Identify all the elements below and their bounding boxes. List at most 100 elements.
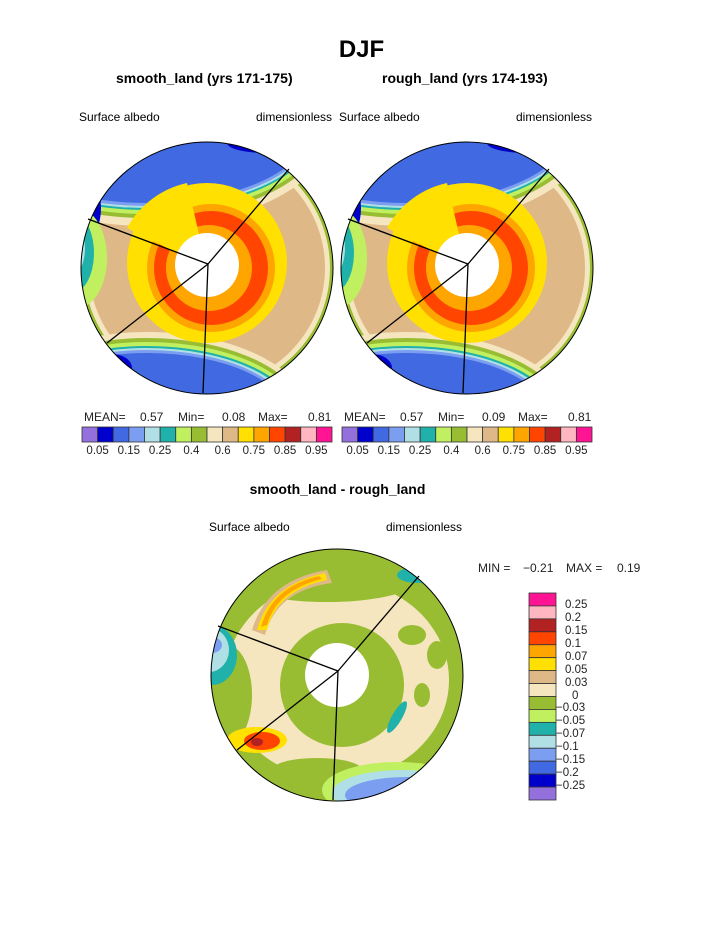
colorbar-tick-label: −0.07 xyxy=(556,728,586,741)
colorbar-tick-label: 0.07 xyxy=(565,650,588,663)
colorbar-swatch xyxy=(206,426,224,443)
colorbar-swatch xyxy=(81,426,99,443)
colorbar-tick-label: 0.2 xyxy=(565,611,581,624)
colorbar-tick-label: 0 xyxy=(572,689,579,702)
colorbar-swatch xyxy=(419,426,437,443)
colorbar-tick-label: 0.4 xyxy=(443,445,460,457)
colorbar-tick-label: −0.25 xyxy=(556,780,586,793)
colorbar-swatch xyxy=(528,657,557,672)
colorbar-tick-label: 0.15 xyxy=(377,445,401,457)
panel-title-smooth-land: smooth_land (yrs 171-175) xyxy=(116,70,293,86)
colorbar-swatch xyxy=(341,426,359,443)
max-label: Max= xyxy=(518,410,548,424)
colorbar-tick-label: 0.05 xyxy=(86,445,109,457)
colorbar-tick-label: 0.75 xyxy=(242,445,266,457)
colorbar-tick-label: −0.1 xyxy=(556,741,579,754)
colorbar-tick-label: 0.15 xyxy=(565,624,588,637)
colorbar-swatch xyxy=(388,426,405,443)
colorbar-swatch xyxy=(128,426,145,443)
colorbar-swatch xyxy=(528,786,557,801)
diff-min-value: −0.21 xyxy=(523,561,554,575)
colorbar-swatch xyxy=(466,426,484,443)
colorbar-difference xyxy=(528,592,557,801)
colorbar-tick-label: 0.6 xyxy=(214,445,231,457)
colorbar-tick-label: −0.05 xyxy=(556,715,586,728)
colorbar-swatch xyxy=(112,426,130,443)
units-label-1: dimensionless xyxy=(256,110,333,124)
colorbar-swatch xyxy=(404,426,421,443)
colorbar-swatch xyxy=(372,426,390,443)
colorbar-swatch xyxy=(144,426,161,443)
colorbar-swatch xyxy=(528,683,557,697)
colorbar-swatch xyxy=(528,592,557,607)
min-label: Min= xyxy=(438,410,465,424)
colorbar-swatch xyxy=(529,426,546,443)
mean-label: MEAN= xyxy=(344,410,386,424)
colorbar-tick-label: 0.95 xyxy=(305,445,328,457)
colorbar-swatch xyxy=(357,426,374,443)
colorbar-swatch xyxy=(435,426,452,443)
colorbar-swatch xyxy=(513,426,530,443)
colorbar-tick-label: 0.1 xyxy=(565,637,581,650)
variable-label-diff: Surface albedo xyxy=(209,520,290,534)
colorbar-tick-label: −0.2 xyxy=(556,767,579,780)
colorbar-tick-label: 0.25 xyxy=(148,445,172,457)
mean-value: 0.57 xyxy=(140,410,164,424)
colorbar-swatch xyxy=(528,773,557,788)
colorbar-tick-label: 0.6 xyxy=(474,445,491,457)
colorbar-swatch xyxy=(528,734,557,749)
min-label: Min= xyxy=(178,410,205,424)
colorbar-tick-label: 0.05 xyxy=(346,445,369,457)
colorbar-swatch xyxy=(450,426,468,443)
colorbar-tick-label: 0.03 xyxy=(565,676,588,689)
min-value: 0.09 xyxy=(482,410,506,424)
map-difference xyxy=(210,548,464,802)
colorbar-tick-label: 0.4 xyxy=(183,445,200,457)
colorbar-tick-label: 0.15 xyxy=(117,445,141,457)
colorbar-swatch xyxy=(284,426,302,443)
colorbar-swatch xyxy=(528,631,557,646)
colorbar-tick-label: 0.85 xyxy=(533,445,557,457)
diff-max-label: MAX = xyxy=(566,561,603,575)
units-label-diff: dimensionless xyxy=(386,520,463,534)
mean-value: 0.57 xyxy=(400,410,424,424)
colorbar-tick-label: 0.25 xyxy=(565,598,588,611)
colorbar-swatch xyxy=(528,721,557,736)
colorbar-swatch xyxy=(528,644,557,659)
colorbar-swatch xyxy=(190,426,208,443)
colorbar-smooth-land xyxy=(81,426,333,443)
colorbar-swatch xyxy=(482,426,499,443)
panel-title-rough-land: rough_land (yrs 174-193) xyxy=(382,70,548,86)
colorbar-tick-label: 0.85 xyxy=(273,445,297,457)
colorbar-swatch xyxy=(159,426,177,443)
max-label: Max= xyxy=(258,410,288,424)
colorbar-swatch xyxy=(528,670,557,684)
min-value: 0.08 xyxy=(222,410,246,424)
colorbar-tick-label: 0.05 xyxy=(565,663,588,676)
colorbar-swatch xyxy=(528,709,557,723)
mean-label: MEAN= xyxy=(84,410,126,424)
colorbar-swatch xyxy=(269,426,286,443)
colorbar-swatch xyxy=(253,426,270,443)
diff-min-label: MIN = xyxy=(478,561,511,575)
colorbar-swatch xyxy=(315,426,333,443)
colorbar-swatch xyxy=(544,426,562,443)
max-value: 0.81 xyxy=(308,410,332,424)
colorbar-swatch xyxy=(528,605,557,620)
colorbar-swatch xyxy=(97,426,114,443)
colorbar-swatch xyxy=(528,618,557,633)
colorbar-tick-label: −0.15 xyxy=(556,754,586,767)
variable-label-1: Surface albedo xyxy=(79,110,160,124)
colorbar-tick-label: 0.95 xyxy=(565,445,588,457)
colorbar-swatch xyxy=(497,426,515,443)
colorbar-rough-land xyxy=(341,426,593,443)
colorbar-swatch xyxy=(528,760,557,775)
max-value: 0.81 xyxy=(568,410,592,424)
colorbar-swatch xyxy=(528,696,557,710)
colorbar-swatch xyxy=(528,747,557,762)
colorbar-tick-label: −0.03 xyxy=(556,702,586,715)
colorbar-swatch xyxy=(175,426,192,443)
figure-title: DJF xyxy=(338,36,385,63)
difference-title: smooth_land - rough_land xyxy=(249,481,426,497)
